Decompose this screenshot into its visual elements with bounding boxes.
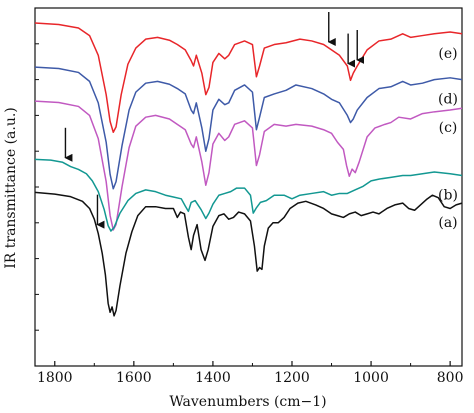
x-tick-label-1800: 1800	[37, 370, 73, 386]
x-tick-label-1600: 1600	[116, 370, 152, 386]
series-label-c: (c)	[439, 120, 458, 136]
series-line-a	[34, 191, 463, 317]
series-label-d: (d)	[438, 92, 458, 108]
x-axis-label: Wavenumbers (cm−1)	[169, 394, 326, 410]
y-axis-ticks	[35, 7, 39, 367]
series-label-b: (b)	[438, 188, 458, 204]
x-tick-label-1200: 1200	[274, 370, 310, 386]
series-label-a: (a)	[438, 215, 457, 231]
x-axis-ticks: 1800 1600 1400 1200 1000 800	[37, 361, 464, 386]
y-axis-label: IR transmittance (a.u.)	[3, 107, 19, 269]
series-line-c	[34, 100, 463, 231]
x-tick-label-800: 800	[437, 370, 464, 386]
series-layer	[34, 22, 463, 317]
x-tick-label-1400: 1400	[195, 370, 231, 386]
series-labels: (e) (d) (c) (b) (a)	[438, 46, 458, 231]
annotation-arrows	[64, 12, 365, 229]
series-line-e	[34, 22, 463, 133]
series-label-e: (e)	[438, 46, 457, 62]
x-tick-label-1000: 1000	[353, 370, 389, 386]
series-line-d	[34, 66, 463, 190]
series-line-b	[34, 158, 463, 232]
